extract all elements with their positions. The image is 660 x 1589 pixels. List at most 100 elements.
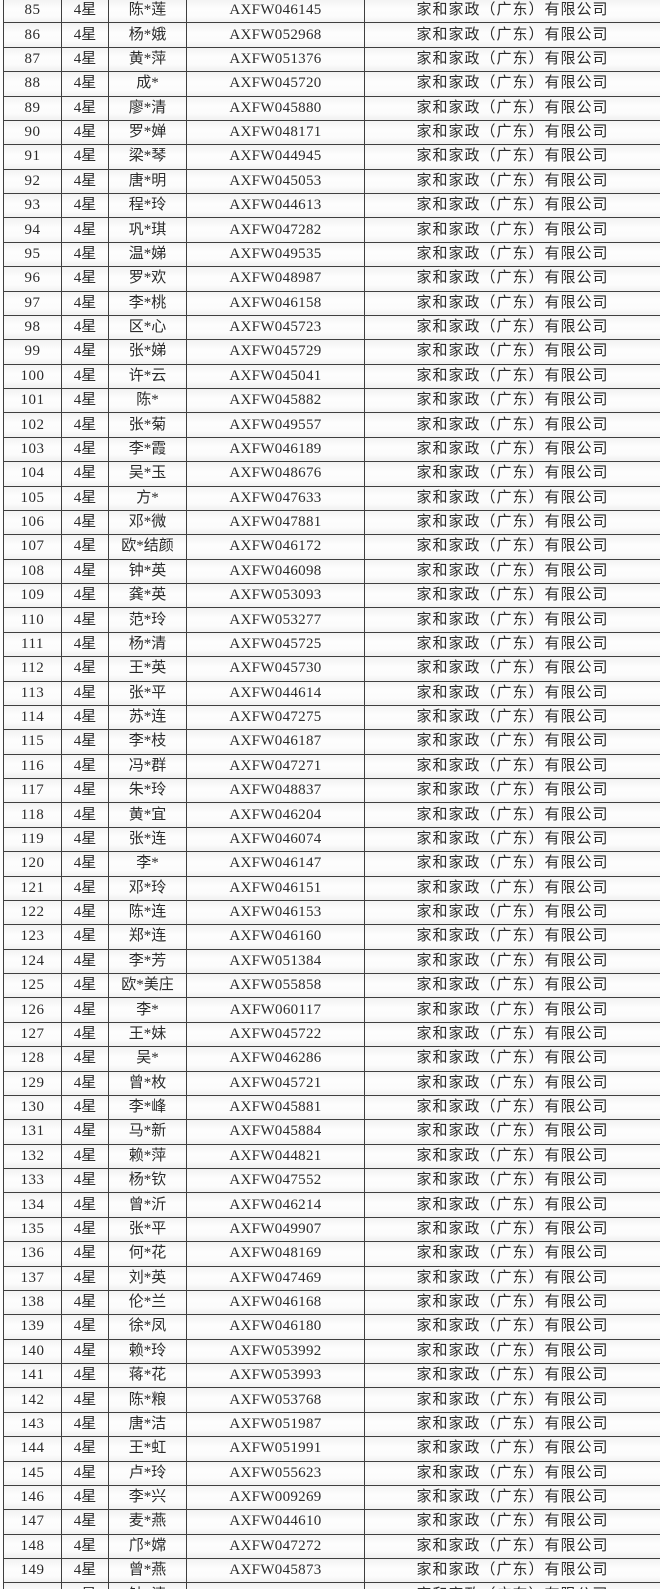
star-rating: 4星	[61, 22, 109, 48]
person-name: 黄*萍	[108, 46, 187, 73]
table-row: 115 4星 李*枝 AXFW046187 家和家政（广东）有限公司	[3, 729, 660, 755]
table-row: 140 4星 赖*玲 AXFW053992 家和家政（广东）有限公司	[3, 1338, 660, 1365]
certificate-code: AXFW053768	[186, 1387, 365, 1413]
star-rating: 4星	[61, 851, 109, 877]
certificate-code: AXFW045725	[186, 631, 365, 658]
company-name: 家和家政（广东）有限公司	[364, 1338, 660, 1365]
star-rating: 4星	[61, 339, 109, 365]
star-rating: 4星	[61, 71, 109, 97]
table-row: 130 4星 李*峰 AXFW045881 家和家政（广东）有限公司	[3, 1094, 660, 1121]
certificate-code: AXFW049535	[186, 241, 365, 268]
table-row: 145 4星 卢*玲 AXFW055623 家和家政（广东）有限公司	[3, 1460, 660, 1486]
certificate-code: AXFW045053	[186, 168, 365, 195]
certificate-code: AXFW045880	[186, 95, 365, 121]
company-name: 家和家政（广东）有限公司	[364, 899, 660, 926]
table-row: 144 4星 王*虹 AXFW051991 家和家政（广东）有限公司	[3, 1436, 660, 1462]
person-name: 李*峰	[108, 1094, 187, 1121]
person-name: 钟*清	[108, 1582, 187, 1589]
row-number: 142	[3, 1387, 62, 1413]
star-rating: 4星	[61, 1582, 109, 1589]
person-name: 陈*	[108, 387, 187, 414]
star-rating: 4星	[61, 704, 109, 731]
table-row: 122 4星 陈*连 AXFW046153 家和家政（广东）有限公司	[3, 899, 660, 926]
company-name: 家和家政（广东）有限公司	[364, 1362, 660, 1389]
company-name: 家和家政（广东）有限公司	[364, 680, 660, 706]
row-number: 137	[3, 1265, 62, 1291]
row-number: 88	[3, 71, 62, 97]
company-name: 家和家政（广东）有限公司	[364, 558, 660, 585]
person-name: 邝*嫦	[108, 1533, 187, 1560]
row-number: 134	[3, 1192, 62, 1218]
certificate-code: AXFW046189	[186, 436, 365, 463]
company-name: 家和家政（广东）有限公司	[364, 144, 660, 170]
company-name: 家和家政（广东）有限公司	[364, 1241, 660, 1267]
table-row: 97 4星 李*桃 AXFW046158 家和家政（广东）有限公司	[3, 290, 660, 316]
row-number: 96	[3, 266, 62, 292]
row-number: 128	[3, 1046, 62, 1072]
star-rating: 4星	[61, 558, 109, 585]
row-number: 132	[3, 1143, 62, 1170]
person-name: 方*	[108, 485, 187, 511]
star-rating: 4星	[61, 1338, 109, 1365]
star-rating: 4星	[61, 729, 109, 755]
person-name: 唐*洁	[108, 1411, 187, 1438]
company-name: 家和家政（广东）有限公司	[364, 972, 660, 999]
row-number: 95	[3, 241, 62, 268]
certificate-code: AXFW051384	[186, 948, 365, 975]
person-name: 罗*婵	[108, 119, 187, 146]
row-number: 123	[3, 924, 62, 950]
company-name: 家和家政（广东）有限公司	[364, 314, 660, 341]
table-row: 102 4星 张*菊 AXFW049557 家和家政（广东）有限公司	[3, 412, 660, 438]
certificate-code: AXFW046145	[186, 0, 365, 24]
certificate-code: AXFW047275	[186, 704, 365, 731]
company-name: 家和家政（广东）有限公司	[364, 1265, 660, 1291]
row-number: 136	[3, 1241, 62, 1267]
row-number: 148	[3, 1533, 62, 1560]
person-name: 邓*微	[108, 509, 187, 536]
star-rating: 4星	[61, 1216, 109, 1243]
person-name: 欧*美庄	[108, 972, 187, 999]
table-row: 96 4星 罗*欢 AXFW048987 家和家政（广东）有限公司	[3, 266, 660, 292]
certificate-code: AXFW044821	[186, 1143, 365, 1170]
table-row: 139 4星 徐*凤 AXFW046180 家和家政（广东）有限公司	[3, 1314, 660, 1340]
company-name: 家和家政（广东）有限公司	[364, 266, 660, 292]
star-rating: 4星	[61, 436, 109, 463]
row-number: 91	[3, 144, 62, 170]
certificate-code: AXFW047552	[186, 1167, 365, 1194]
row-number: 135	[3, 1216, 62, 1243]
star-rating: 4星	[61, 266, 109, 292]
certificate-code: AXFW048837	[186, 777, 365, 804]
row-number: 144	[3, 1436, 62, 1462]
certificate-code: AXFW046074	[186, 826, 365, 853]
table-row: 143 4星 唐*洁 AXFW051987 家和家政（广东）有限公司	[3, 1411, 660, 1438]
star-rating: 4星	[61, 1460, 109, 1486]
certificate-code: AXFW048169	[186, 1241, 365, 1267]
star-rating: 4星	[61, 241, 109, 268]
star-rating: 4星	[61, 680, 109, 706]
company-name: 家和家政（广东）有限公司	[364, 95, 660, 121]
row-number: 103	[3, 436, 62, 463]
certificate-code: AXFW044613	[186, 192, 365, 219]
person-name: 刘*英	[108, 1265, 187, 1291]
star-rating: 4星	[61, 1192, 109, 1218]
certificate-code: AXFW045881	[186, 1094, 365, 1121]
row-number: 140	[3, 1338, 62, 1365]
certificate-code: AXFW045722	[186, 1021, 365, 1048]
star-rating: 4星	[61, 753, 109, 780]
table-row: 116 4星 冯*群 AXFW047271 家和家政（广东）有限公司	[3, 753, 660, 780]
company-name: 家和家政（广东）有限公司	[364, 582, 660, 609]
certificate-code: AXFW046158	[186, 290, 365, 316]
person-name: 罗*欢	[108, 266, 187, 292]
table-row: 114 4星 苏*连 AXFW047275 家和家政（广东）有限公司	[3, 704, 660, 731]
row-number: 97	[3, 290, 62, 316]
table-row: 93 4星 程*玲 AXFW044613 家和家政（广东）有限公司	[3, 192, 660, 219]
star-rating: 4星	[61, 826, 109, 853]
person-name: 廖*清	[108, 95, 187, 121]
table-row: 148 4星 邝*嫦 AXFW047272 家和家政（广东）有限公司	[3, 1533, 660, 1560]
company-name: 家和家政（广东）有限公司	[364, 1119, 660, 1145]
certificate-code: AXFW053992	[186, 1338, 365, 1365]
row-number: 120	[3, 851, 62, 877]
certificate-code: AXFW045721	[186, 1070, 365, 1096]
star-rating: 4星	[61, 119, 109, 146]
person-name: 麦*燕	[108, 1509, 187, 1535]
